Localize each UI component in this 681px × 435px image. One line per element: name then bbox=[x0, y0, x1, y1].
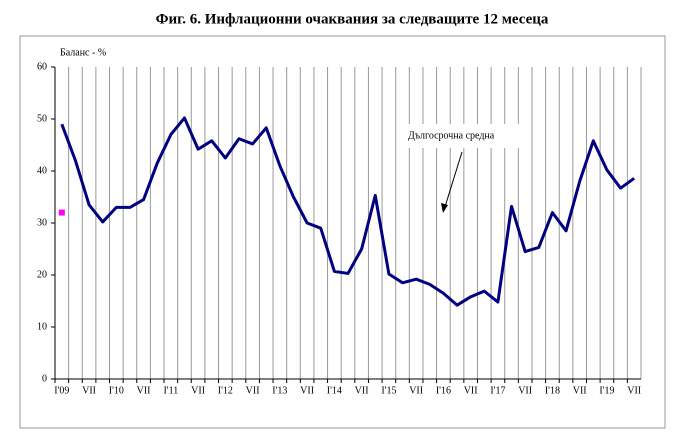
x-tick-label: I'18 bbox=[545, 385, 560, 396]
x-tick-label: I'13 bbox=[272, 385, 287, 396]
x-tick-label: VII bbox=[246, 385, 260, 396]
annotation: Дългосрочна средна bbox=[408, 130, 495, 141]
x-tick-label: I'11 bbox=[163, 385, 178, 396]
x-tick-label: VII bbox=[518, 385, 532, 396]
x-tick-label: VII bbox=[191, 385, 205, 396]
x-tick-label: VII bbox=[137, 385, 151, 396]
x-tick-label: VII bbox=[300, 385, 314, 396]
average-marker bbox=[58, 209, 65, 216]
y-tick-label: 0 bbox=[42, 373, 47, 384]
x-tick-label: I'12 bbox=[218, 385, 233, 396]
x-tick-label: VII bbox=[627, 385, 641, 396]
x-tick-label: I'16 bbox=[436, 385, 451, 396]
y-tick-label: 50 bbox=[37, 113, 47, 124]
y-axis-label: Баланс - % bbox=[60, 47, 106, 58]
x-tick-label: VII bbox=[409, 385, 423, 396]
y-tick-label: 60 bbox=[37, 61, 47, 72]
x-tick-label: I'09 bbox=[54, 385, 69, 396]
annotation-arrow bbox=[443, 151, 463, 211]
x-tick-label: VII bbox=[355, 385, 369, 396]
y-tick-label: 30 bbox=[37, 217, 47, 228]
y-tick-label: 20 bbox=[37, 269, 47, 280]
data-line bbox=[60, 116, 636, 307]
chart-frame bbox=[19, 35, 666, 429]
y-tick-label: 40 bbox=[37, 165, 47, 176]
x-tick-label: I'14 bbox=[327, 385, 342, 396]
x-tick-label: I'10 bbox=[109, 385, 124, 396]
y-tick-label: 10 bbox=[37, 321, 47, 332]
chart-title: Фиг. 6. Инфлационни очаквания за следващ… bbox=[156, 11, 549, 27]
annotation-box bbox=[402, 124, 530, 148]
x-tick-label: I'15 bbox=[381, 385, 396, 396]
x-tick-label: I'17 bbox=[490, 385, 505, 396]
x-tick-label: VII bbox=[573, 385, 587, 396]
x-tick-label: VII bbox=[82, 385, 96, 396]
x-tick-label: I'19 bbox=[599, 385, 614, 396]
x-tick-label: VII bbox=[464, 385, 478, 396]
annotation-arrowhead bbox=[441, 203, 448, 213]
